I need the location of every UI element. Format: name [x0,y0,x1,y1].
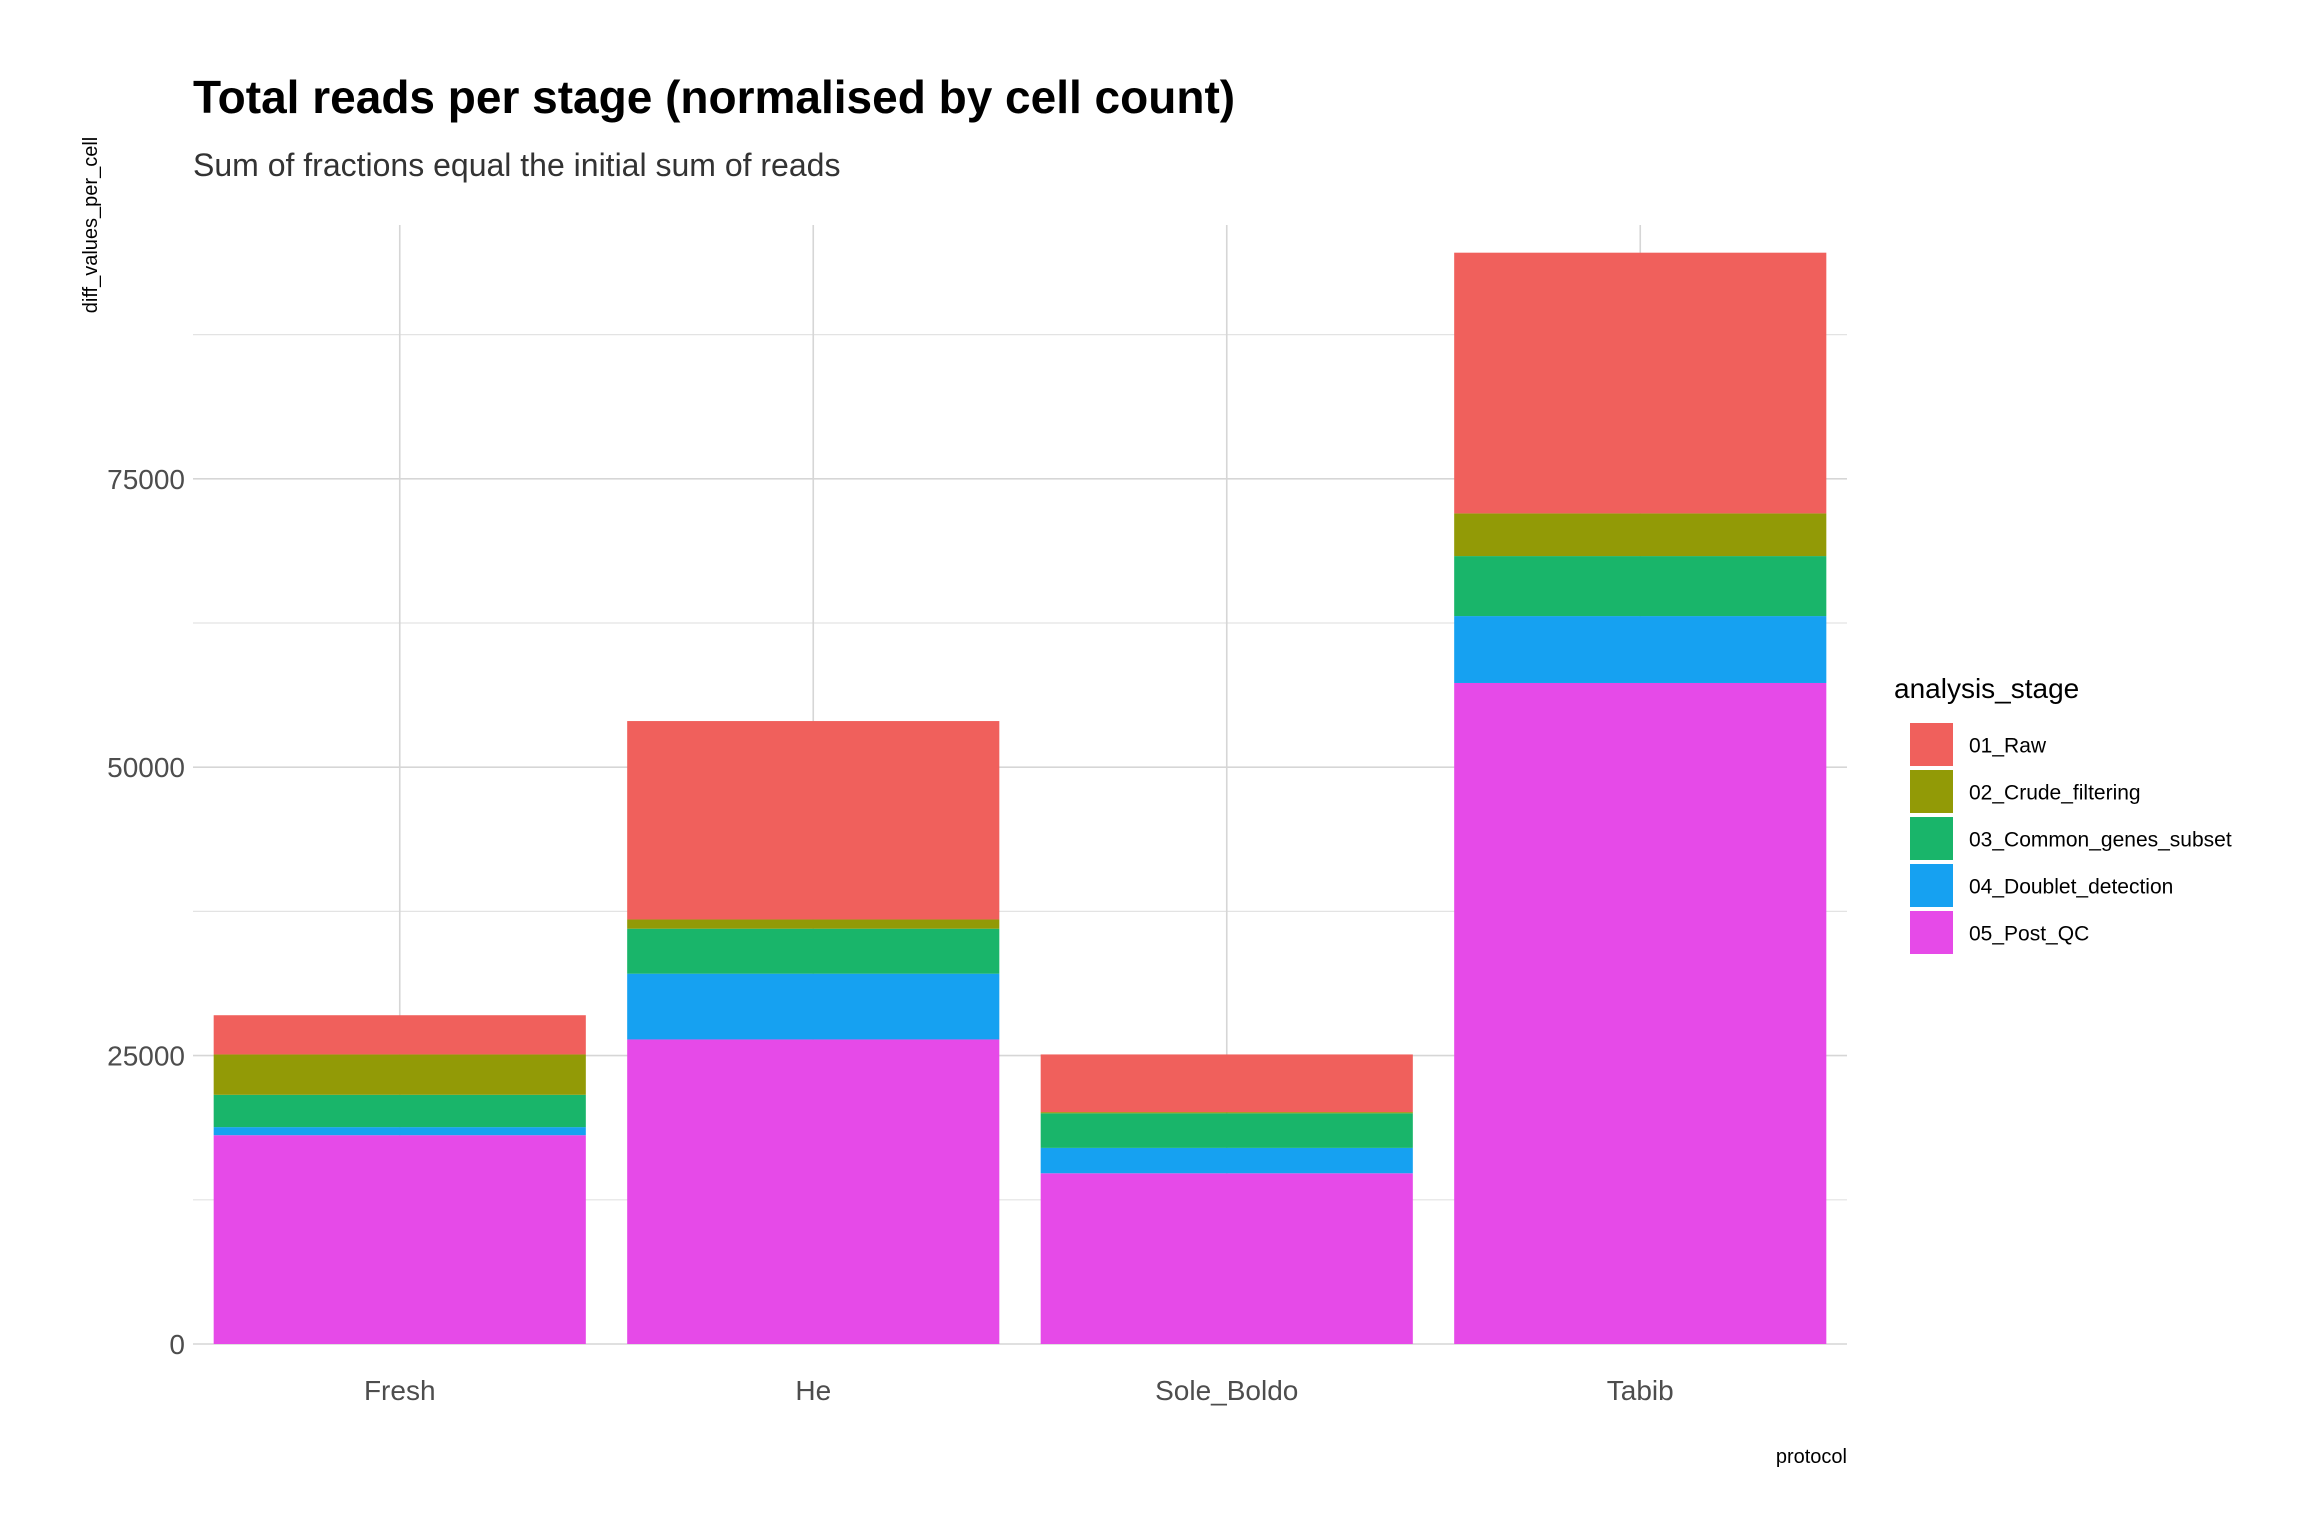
chart-title: Total reads per stage (normalised by cel… [193,71,1235,123]
bar-segment-04-doublet-detection-fresh [213,1127,586,1136]
y-tick-label: 50000 [107,752,185,783]
bar-segment-05-post-qc-tabib [1454,682,1827,1344]
legend-label: 01_Raw [1969,735,2047,758]
legend-key-03-common-genes-subset [1910,817,1953,860]
legend-key-01-raw [1910,723,1953,766]
bar-segment-03-common-genes-subset-he [627,928,1000,974]
bar-segment-02-crude-filtering-sole-boldo [1040,1112,1413,1114]
legend-label: 05_Post_QC [1969,923,2089,946]
y-axis-ticks: 0 25000 50000 75000 [107,464,185,1360]
legend-title: analysis_stage [1894,673,2079,704]
legend-label: 04_Doublet_detection [1969,876,2173,899]
bar-segment-04-doublet-detection-tabib [1454,616,1827,683]
y-tick-label: 25000 [107,1041,185,1072]
y-tick-label: 75000 [107,464,185,495]
bar-segment-02-crude-filtering-he [627,919,1000,929]
bar-segment-05-post-qc-sole-boldo [1040,1173,1413,1344]
x-axis-ticks: Fresh He Sole_Boldo Tabib [364,1375,1674,1406]
bars [213,252,1827,1344]
legend-label: 03_Common_genes_subset [1969,829,2232,852]
legend-key-04-doublet-detection [1910,864,1953,907]
bar-segment-05-post-qc-he [627,1039,1000,1344]
bar-segment-01-raw-tabib [1454,252,1827,514]
bar-segment-01-raw-he [627,721,1000,920]
y-tick-label: 0 [169,1329,185,1360]
legend: analysis_stage 01_Raw 02_Crude_filtering 0… [1894,673,2232,954]
y-axis-title: diff_values_per_cell [80,137,102,313]
bar-segment-04-doublet-detection-sole-boldo [1040,1147,1413,1174]
bar-segment-03-common-genes-subset-sole-boldo [1040,1113,1413,1148]
legend-key-05-post-qc [1910,911,1953,954]
bar-segment-02-crude-filtering-tabib [1454,513,1827,557]
x-tick-label: Tabib [1607,1375,1674,1406]
legend-label: 02_Crude_filtering [1969,782,2141,805]
legend-key-02-crude-filtering [1910,770,1953,813]
bar-segment-02-crude-filtering-fresh [213,1054,586,1095]
x-tick-label: Sole_Boldo [1155,1375,1298,1406]
x-tick-label: He [795,1375,831,1406]
x-tick-label: Fresh [364,1375,436,1406]
chart-subtitle: Sum of fractions equal the initial sum o… [193,147,840,183]
bar-segment-01-raw-sole-boldo [1040,1054,1413,1113]
bar-segment-03-common-genes-subset-fresh [213,1094,586,1128]
bar-segment-03-common-genes-subset-tabib [1454,556,1827,617]
x-axis-title: protocol [1776,1446,1847,1468]
bar-segment-04-doublet-detection-he [627,973,1000,1040]
bar-segment-05-post-qc-fresh [213,1135,586,1344]
bar-segment-01-raw-fresh [213,1015,586,1055]
